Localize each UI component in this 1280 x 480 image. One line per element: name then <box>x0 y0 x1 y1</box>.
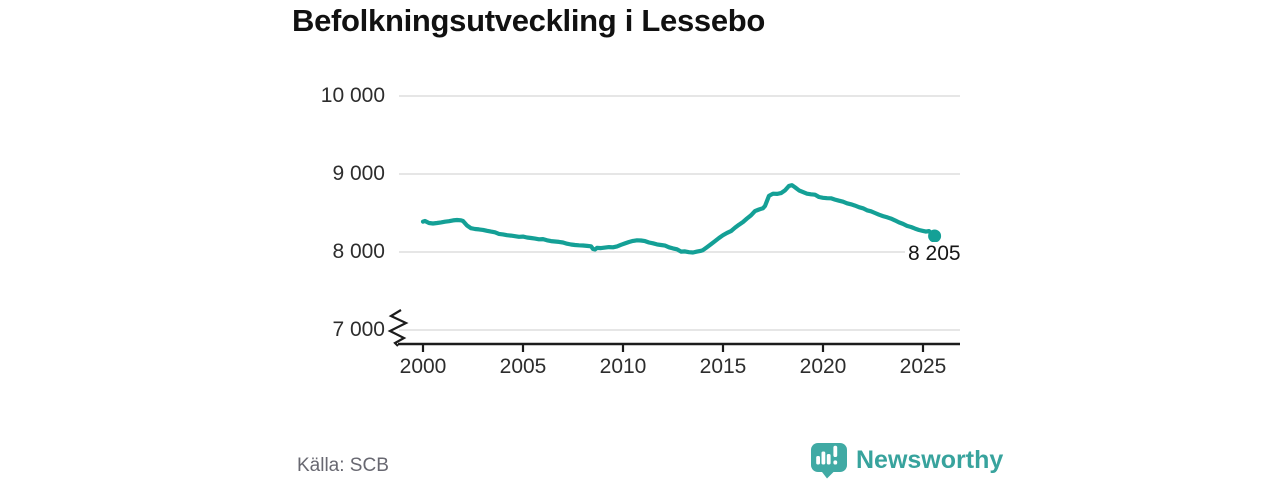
source-note: Källa: SCB <box>297 455 389 476</box>
x-tick-label-2005: 2005 <box>499 355 547 378</box>
x-tick-label-2015: 2015 <box>699 355 747 378</box>
population-line <box>420 183 937 255</box>
newsworthy-logo-text: Newsworthy <box>856 446 1004 474</box>
chart-title: Befolkningsutveckling i Lessebo <box>292 3 766 38</box>
x-tick-label-2010: 2010 <box>599 355 647 378</box>
newsworthy-logo[interactable]: Newsworthy <box>810 442 1003 479</box>
y-tick-label-7000: 7 000 <box>332 318 385 341</box>
y-tick-label-10000: 10 000 <box>320 84 385 107</box>
last-value-label: 8 205 <box>905 242 964 266</box>
x-tick-label-2020: 2020 <box>799 355 847 378</box>
y-tick-label-8000: 8 000 <box>332 240 385 263</box>
y-tick-label-9000: 9 000 <box>332 162 385 185</box>
x-tick-label-2025: 2025 <box>899 355 947 378</box>
y-axis-break-icon <box>387 309 409 347</box>
end-point-marker <box>928 229 942 243</box>
newsworthy-logo-icon <box>811 443 847 479</box>
x-tick-label-2000: 2000 <box>399 355 447 378</box>
